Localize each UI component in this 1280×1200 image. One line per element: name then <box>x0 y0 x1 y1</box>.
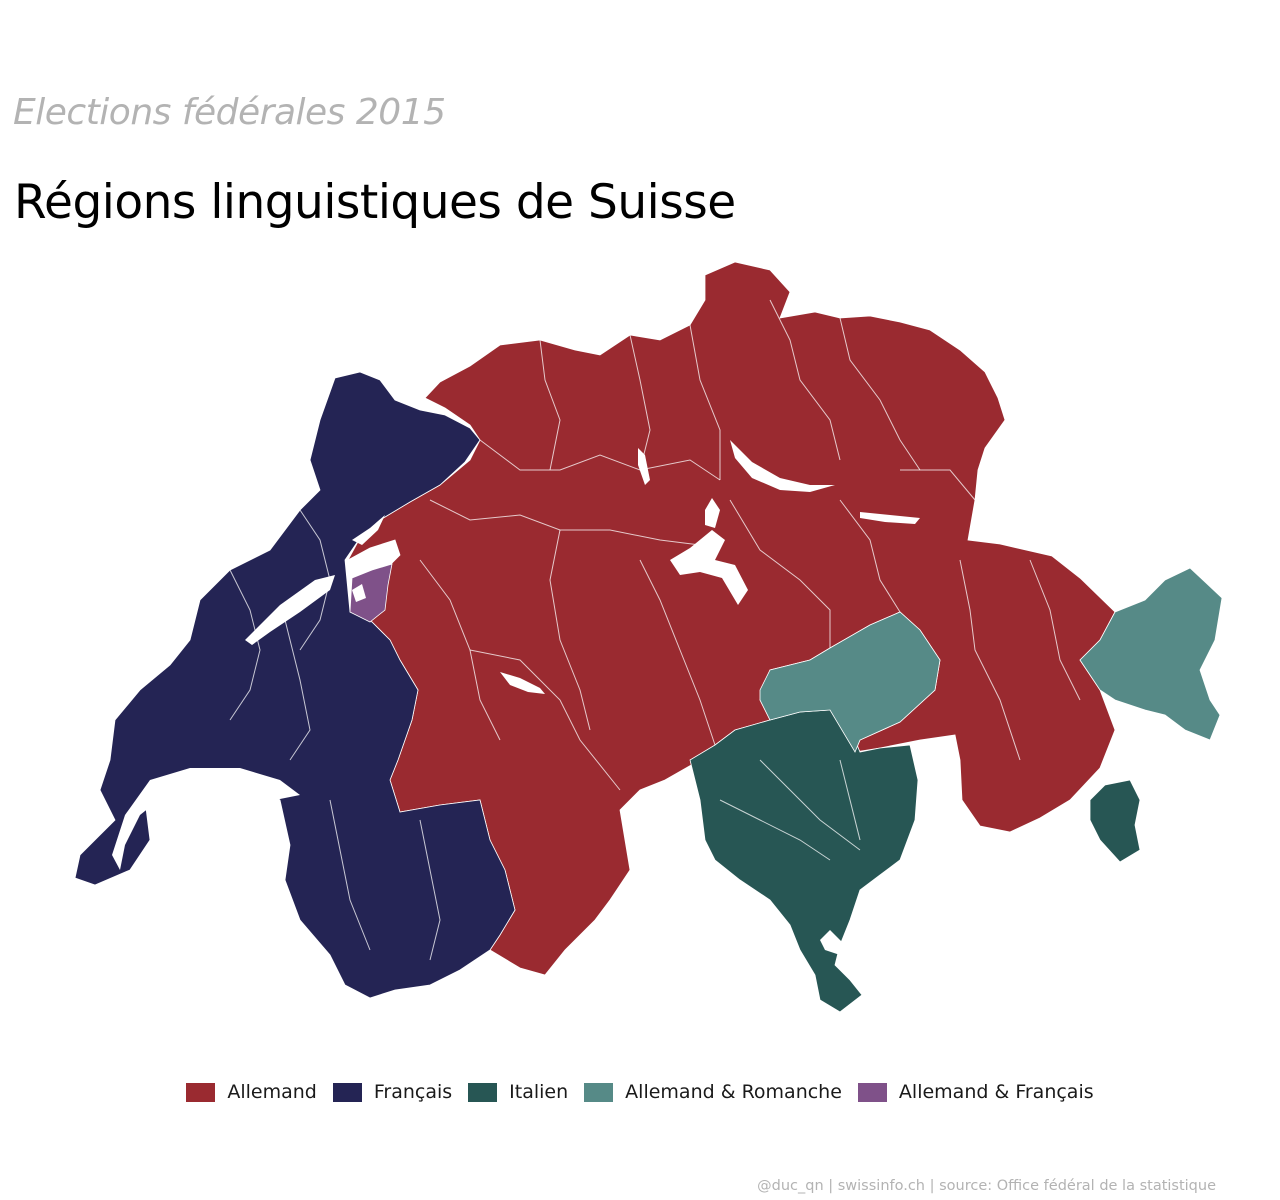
source-credit: @duc_qn | swissinfo.ch | source: Office … <box>757 1178 1216 1194</box>
switzerland-language-map <box>74 261 1223 1013</box>
legend-item-francais: Français <box>332 1081 453 1103</box>
legend-label: Allemand & Français <box>898 1081 1094 1103</box>
district-boundaries <box>229 299 1081 961</box>
map-title: Régions linguistiques de Suisse <box>14 175 736 230</box>
lake-neuchatel <box>245 575 335 645</box>
region-italien-poschiavo <box>1089 779 1141 863</box>
legend-item-allemand-francais: Allemand & Français <box>857 1081 1094 1103</box>
legend-swatch <box>332 1082 362 1102</box>
legend-label: Italien <box>509 1081 569 1103</box>
legend-swatch <box>186 1082 216 1102</box>
lake-lucerne <box>670 530 748 605</box>
legend-label: Allemand & Romanche <box>625 1081 842 1103</box>
region-francais <box>74 371 516 999</box>
legend-label: Allemand <box>227 1081 317 1103</box>
lake-sempach <box>638 448 650 485</box>
lake-zug <box>705 498 720 528</box>
legend-swatch <box>584 1082 614 1102</box>
region-allemand-francais <box>349 563 393 623</box>
lake-thun <box>500 672 545 694</box>
legend-item-allemand-romanche: Allemand & Romanche <box>584 1081 842 1103</box>
lake-leman <box>112 768 300 870</box>
region-italien <box>689 709 919 1013</box>
region-allemand-romanche-surselva <box>759 611 941 753</box>
lake-walensee <box>860 512 920 524</box>
legend: Allemand Français Italien Allemand & Rom… <box>0 1081 1280 1103</box>
legend-item-allemand: Allemand <box>186 1081 317 1103</box>
region-allemand-romanche-engadine <box>1079 567 1223 741</box>
lake-biel <box>352 515 385 545</box>
legend-label: Français <box>373 1081 453 1103</box>
lake-murten <box>352 584 366 602</box>
lake-lugano <box>820 930 845 955</box>
legend-swatch <box>468 1082 498 1102</box>
legend-swatch <box>857 1082 887 1102</box>
map-subtitle: Elections fédérales 2015 <box>13 92 446 133</box>
lake-zurich <box>730 440 835 492</box>
legend-item-italien: Italien <box>468 1081 568 1103</box>
lakes <box>112 440 920 955</box>
